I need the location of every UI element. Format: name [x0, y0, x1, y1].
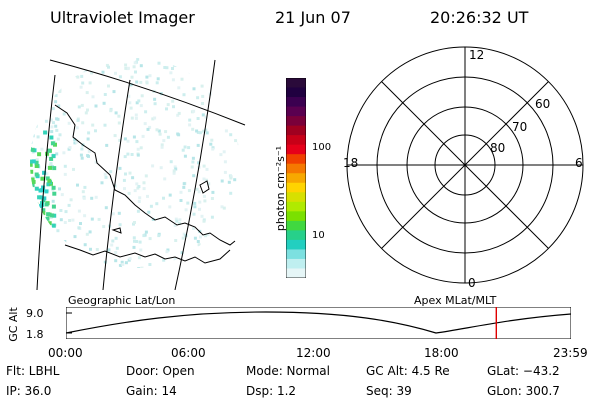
colorbar-segment	[286, 220, 306, 231]
mlt-label-18: 18	[343, 156, 359, 170]
colorbar-segment	[286, 201, 306, 212]
coastline	[54, 104, 236, 264]
instrument-title: Ultraviolet Imager	[50, 8, 195, 27]
altitude-tick-bottom: 1.8	[26, 328, 44, 341]
lat-lon-grid	[36, 59, 246, 290]
colorbar-segment	[286, 163, 306, 174]
mlt-label-0: 0	[468, 276, 476, 290]
colorbar-segment	[286, 154, 306, 165]
colorbar-segment	[286, 258, 306, 270]
colorbar-segment	[286, 97, 306, 108]
seq-readout: Seq: 39	[366, 384, 412, 398]
time-tick-0600: 06:00	[171, 346, 206, 360]
observation-date: 21 Jun 07	[275, 8, 351, 27]
altitude-axis-label: GC Alt	[6, 307, 20, 342]
colorbar-tick-100: 100	[312, 142, 332, 153]
apex-caption: Apex MLat/MLT	[414, 294, 497, 307]
ip-readout: IP: 36.0	[6, 384, 52, 398]
mlt-label-12: 12	[469, 48, 485, 62]
colorbar-segment	[286, 182, 306, 193]
colorbar-segment	[286, 268, 306, 278]
mlt-label-6: 6	[575, 156, 583, 170]
colorbar-segment	[286, 135, 306, 146]
colorbar-unit-label: photon cm⁻²s⁻¹	[274, 145, 288, 232]
header: Ultraviolet Imager 21 Jun 07 20:26:32 UT	[0, 0, 600, 40]
colorbar-segment	[286, 173, 306, 184]
auroral-emission	[30, 58, 240, 268]
colorbar	[286, 78, 306, 278]
mlat-label-80: 80	[490, 141, 506, 155]
altitude-curve	[66, 311, 571, 334]
filter-readout: Flt: LBHL	[6, 364, 60, 378]
glon-readout: GLon: 300.7	[487, 384, 560, 398]
colorbar-segment	[286, 192, 306, 203]
mlat-label-60: 60	[535, 97, 551, 111]
altitude-tick-top: 9.0	[26, 307, 44, 320]
geographic-image-panel	[30, 58, 246, 290]
colorbar-ticks: 100 10	[306, 78, 346, 278]
polar-plot	[346, 46, 584, 284]
gc-alt-readout: GC Alt: 4.5 Re	[366, 364, 450, 378]
colorbar-segment	[286, 87, 306, 98]
mode-readout: Mode: Normal	[246, 364, 330, 378]
time-tick-0000: 00:00	[48, 346, 83, 360]
colorbar-tick-10: 10	[312, 230, 325, 241]
colorbar-segment	[286, 144, 306, 155]
colorbar-segment	[286, 116, 306, 127]
door-readout: Door: Open	[126, 364, 195, 378]
altitude-plot	[66, 307, 571, 339]
mlt-line-diag-b	[381, 81, 549, 249]
colorbar-segment	[286, 106, 306, 117]
gain-readout: Gain: 14	[126, 384, 177, 398]
time-tick-1200: 12:00	[296, 346, 331, 360]
colorbar-segment	[286, 230, 306, 241]
colorbar-segment	[286, 249, 306, 260]
geographic-caption: Geographic Lat/Lon	[68, 294, 176, 307]
colorbar-segment	[286, 125, 306, 136]
colorbar-segment	[286, 211, 306, 222]
time-tick-1800: 18:00	[424, 346, 459, 360]
mlat-label-70: 70	[512, 120, 528, 134]
observation-time: 20:26:32 UT	[430, 8, 529, 27]
time-tick-2359: 23:59	[553, 346, 588, 360]
colorbar-segment	[286, 239, 306, 251]
dsp-readout: Dsp: 1.2	[246, 384, 297, 398]
glat-readout: GLat: −43.2	[487, 364, 560, 378]
colorbar-segment	[286, 78, 306, 89]
